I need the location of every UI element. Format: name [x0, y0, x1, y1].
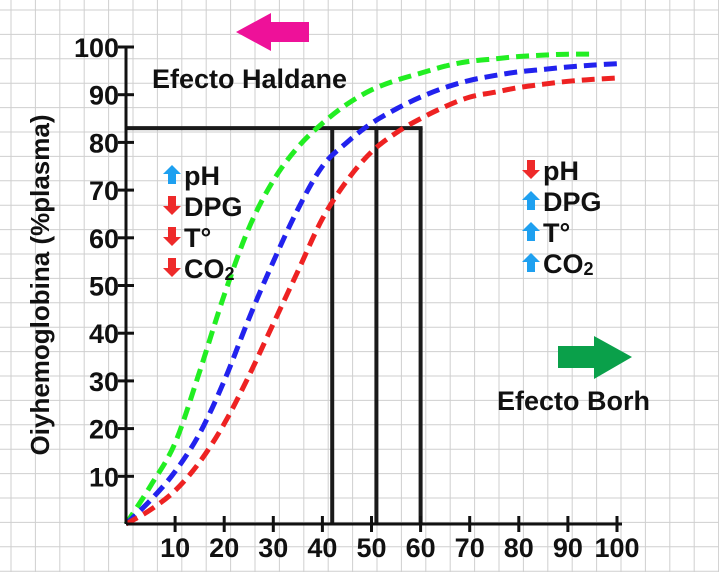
series-group	[123, 51, 618, 527]
arrow-down-icon	[163, 227, 181, 246]
y-tick-label: 60	[89, 224, 119, 254]
bohr-arrow-icon	[558, 336, 632, 379]
x-tick-label: 60	[406, 533, 436, 563]
y-tick-label: 40	[89, 319, 119, 349]
y-tick-label: 90	[89, 81, 119, 111]
factor-label: DPG	[543, 187, 602, 217]
factor-label: T°	[184, 223, 211, 253]
y-tick-label: 10	[89, 462, 119, 492]
y-tick-label: 50	[89, 272, 119, 302]
arrow-down-icon	[163, 196, 181, 215]
arrow-up-icon	[522, 191, 540, 210]
haldane-effect-label: Efecto Haldane	[152, 64, 347, 94]
factor-label: DPG	[184, 192, 243, 222]
x-tick-label: 70	[455, 533, 485, 563]
y-tick-label: 70	[89, 176, 119, 206]
x-tick-label: 30	[258, 533, 288, 563]
series-line-1	[123, 51, 593, 526]
y-tick-label: 80	[89, 128, 119, 158]
haldane-arrow-icon	[236, 13, 309, 51]
y-axis-label: Oiyhemoglobina (%plasma)	[25, 115, 55, 456]
x-tick-label: 40	[307, 533, 337, 563]
bohr-effect-label: Efecto Borh	[497, 386, 650, 416]
reference-lines	[126, 126, 423, 524]
arrow-up-icon	[522, 222, 540, 241]
factor-label: T°	[543, 218, 570, 248]
x-tick-label: 20	[209, 533, 239, 563]
x-tick-label: 80	[504, 533, 534, 563]
arrow-down-icon	[163, 258, 181, 277]
x-tick-label: 90	[553, 533, 583, 563]
factor-label: CO2	[184, 254, 235, 284]
y-tick-label: 20	[89, 415, 119, 445]
arrow-up-icon	[163, 165, 181, 184]
x-tick-label: 10	[160, 533, 190, 563]
x-tick-label: 50	[356, 533, 386, 563]
arrow-up-icon	[522, 253, 540, 272]
factor-label: pH	[184, 161, 220, 191]
series-line-3	[124, 75, 618, 527]
y-tick-label: 30	[89, 367, 119, 397]
series-line-2	[124, 61, 618, 526]
arrow-down-icon	[522, 160, 540, 179]
x-tick-label: 100	[594, 533, 639, 563]
ticks: 10 20 30 40 50 60 70 80 90 100 10 20 30 40 50 60 70 80 90 1…	[74, 33, 640, 563]
factor-label: pH	[543, 156, 579, 186]
y-tick-label: 100	[74, 33, 119, 63]
